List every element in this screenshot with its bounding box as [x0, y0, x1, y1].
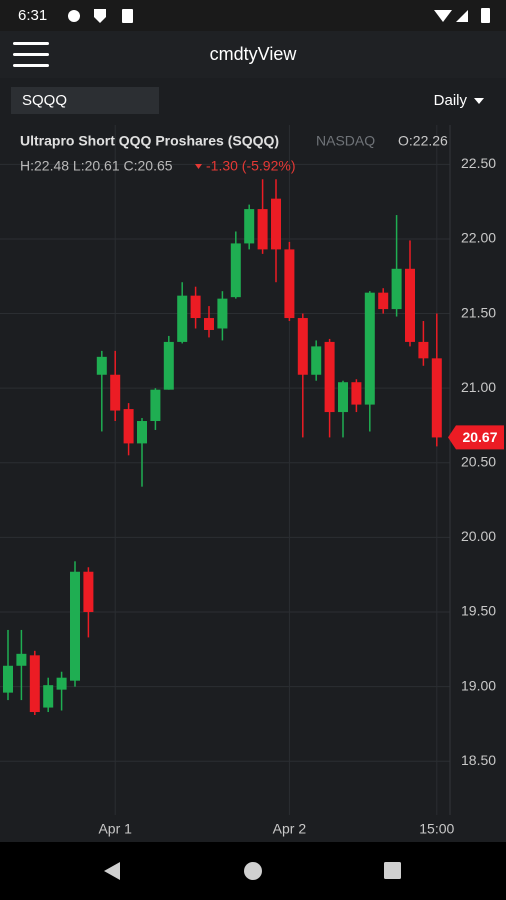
- back-button[interactable]: [104, 862, 120, 880]
- signal-icon: [456, 10, 468, 22]
- y-tick-label: 22.00: [461, 230, 496, 246]
- summary: H:22.48 L:20.61 C:20.65: [20, 158, 173, 174]
- y-tick-label: 22.50: [461, 155, 496, 171]
- x-tick-label: Apr 2: [273, 821, 307, 837]
- symbol-text: SQQQ: [22, 92, 67, 109]
- candle-body: [110, 374, 121, 411]
- last-price-tag: [448, 425, 504, 450]
- labels: 18.50 19.00 19.50 20.00 20.50 21.00 21.50 22.00…: [98, 155, 504, 837]
- recents-button[interactable]: [384, 862, 401, 879]
- y-tick-label: 18.50: [461, 752, 496, 768]
- exchange: NASDAQ: [316, 133, 375, 149]
- y-tick-label: 21.00: [461, 379, 496, 395]
- candle-body: [204, 318, 214, 330]
- shield-icon: [94, 9, 106, 23]
- candle-body: [378, 292, 389, 310]
- candle-body: [351, 382, 362, 405]
- menu-line: [13, 42, 49, 45]
- y-tick-label: 19.50: [461, 603, 496, 619]
- candle-body: [338, 382, 348, 413]
- y-tick-label: 20.50: [461, 454, 496, 470]
- interval-dropdown[interactable]: Daily: [434, 92, 468, 109]
- battery-icon: [481, 8, 490, 23]
- candle-body: [284, 249, 295, 319]
- candle-body: [391, 268, 402, 310]
- candle-body: [29, 655, 40, 713]
- candle-body: [96, 356, 107, 375]
- chart-background: [0, 125, 506, 842]
- dropdown-arrow: [474, 98, 484, 104]
- menu-line: [13, 53, 49, 56]
- candle-body: [217, 298, 228, 329]
- change: -1.30 (-5.92%): [206, 158, 295, 174]
- x-tick-label: 15:00: [419, 821, 454, 837]
- app-title: cmdtyView: [210, 44, 298, 64]
- candle-body: [150, 389, 161, 422]
- candle-body: [297, 318, 308, 375]
- candle-body: [324, 341, 335, 413]
- menu-line: [13, 64, 49, 67]
- candle-body: [364, 292, 375, 405]
- x-tick-label: Apr 1: [98, 821, 132, 837]
- home-button[interactable]: [244, 862, 262, 880]
- candle-body: [163, 341, 174, 390]
- candle-body: [137, 421, 147, 444]
- candles: [3, 179, 442, 716]
- candle-body: [230, 243, 241, 298]
- candle-body: [311, 346, 322, 375]
- candle-body: [3, 665, 13, 693]
- last-price-label: 20.67: [462, 429, 497, 445]
- candle-body: [271, 198, 281, 250]
- candle-body: [431, 358, 442, 438]
- status-time: 6:31: [18, 7, 47, 24]
- candle-body: [190, 295, 201, 319]
- candle-body: [405, 268, 415, 342]
- candle-body: [43, 685, 54, 708]
- settings-icon: [68, 10, 80, 22]
- candle-body: [177, 295, 188, 342]
- y-tick-label: 20.00: [461, 528, 496, 544]
- candle-body: [418, 341, 429, 359]
- wifi-icon: [434, 10, 452, 22]
- candle-body: [70, 571, 80, 681]
- sd-icon: [122, 9, 133, 23]
- y-tick-label: 19.00: [461, 677, 496, 693]
- candle-body: [83, 571, 94, 613]
- candle-body: [56, 677, 67, 690]
- y-tick-label: 21.50: [461, 304, 496, 320]
- app-bar: [0, 31, 506, 78]
- candle-body: [16, 653, 27, 666]
- menu-button[interactable]: [13, 42, 49, 67]
- chart-title: Ultrapro Short QQQ Proshares (SQQQ): [20, 133, 279, 149]
- open-label: O:22.26: [398, 133, 448, 149]
- candle-body: [244, 209, 255, 244]
- candle-body: [123, 409, 134, 444]
- change-arrow: [195, 164, 202, 169]
- candle-body: [257, 209, 268, 250]
- status-bar: [0, 0, 506, 31]
- symbol-input[interactable]: [11, 87, 159, 114]
- status-icons: [68, 8, 490, 23]
